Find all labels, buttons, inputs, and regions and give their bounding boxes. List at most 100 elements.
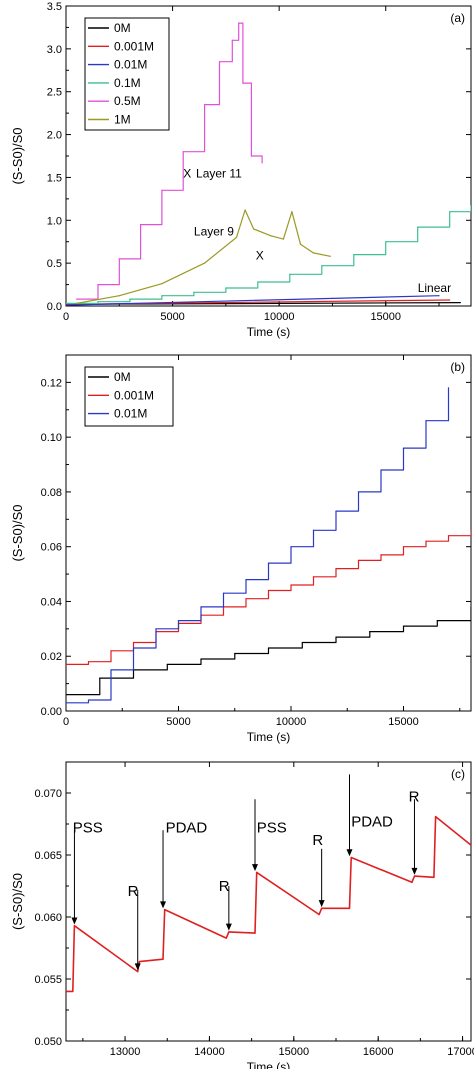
series-point: [110, 669, 112, 671]
series-point: [66, 663, 67, 666]
series-point: [357, 491, 360, 493]
series-point: [110, 650, 112, 652]
y-tick-label: 0.050: [34, 1036, 62, 1048]
annotation: PSS: [73, 820, 103, 837]
series-point: [267, 589, 270, 592]
series-point: [66, 702, 67, 704]
series-point: [353, 253, 355, 256]
series-point: [402, 625, 405, 627]
y-tick-label: 0.065: [34, 850, 62, 862]
series-point: [449, 299, 451, 301]
series-point: [138, 961, 141, 963]
annotation: PDAD: [166, 820, 208, 837]
annotation: R: [312, 832, 323, 849]
y-tick-label: 1.0: [47, 215, 62, 227]
y-tick-label: 0.055: [34, 974, 62, 986]
y-tick-label: 0.02: [41, 651, 62, 663]
annotation: PDAD: [351, 814, 393, 831]
x-tick-label: 15000: [370, 311, 401, 323]
annotation: X: [256, 249, 264, 263]
series-point: [369, 630, 371, 633]
y-tick-label: 0.10: [41, 432, 62, 444]
series-point: [129, 298, 131, 300]
legend: 0M 0.001M 0.01M 0.1M 0.5M 1M: [84, 17, 170, 131]
series-point: [76, 298, 78, 300]
series-point: [218, 61, 221, 63]
x-tick-label: 15000: [279, 1046, 310, 1058]
arrow-head: [411, 867, 418, 875]
series-point: [470, 844, 471, 846]
x-tick-label: 10000: [264, 311, 295, 323]
series-point: [118, 258, 120, 260]
series-point: [252, 228, 255, 230]
series-point: [203, 103, 206, 106]
series-point: [256, 871, 258, 873]
series-point: [132, 647, 135, 649]
series-point: [348, 907, 351, 909]
annotation: Linear: [418, 281, 451, 295]
series-point: [329, 255, 331, 257]
series-line-0.1M: [66, 205, 471, 304]
x-tick-label: 15000: [388, 716, 419, 728]
series-point: [228, 931, 230, 933]
series-point: [200, 606, 202, 608]
series-point: [321, 265, 323, 267]
series-point: [257, 281, 259, 283]
y-tick-label: 0.0: [47, 301, 62, 313]
arrow-head: [225, 923, 232, 931]
legend-label: 0.1M: [114, 76, 141, 90]
y-tick-label: 3.0: [47, 44, 62, 56]
plot-frame: [65, 761, 472, 1042]
y-tick-label: 3.5: [47, 1, 62, 13]
series-point: [76, 302, 78, 305]
y-tick-label: 0.06: [41, 542, 62, 554]
series-point: [433, 876, 435, 878]
series-line-0.01M: [66, 387, 450, 704]
series-point: [380, 469, 382, 471]
series-point: [436, 620, 438, 622]
series-point: [161, 189, 163, 191]
annotation: R: [128, 883, 139, 900]
series-point: [242, 82, 244, 84]
series-point: [470, 205, 471, 207]
panel-label: (b): [450, 360, 465, 374]
series-point: [291, 211, 293, 213]
series-point: [312, 576, 315, 578]
series-group: [66, 387, 471, 704]
series-point: [312, 529, 315, 531]
series-point: [318, 913, 320, 916]
series-point: [244, 209, 246, 211]
y-tick-label: 0.070: [34, 788, 62, 800]
panel-label: (c): [451, 767, 465, 781]
series-point: [66, 693, 67, 696]
x-axis-label: Time (s): [247, 730, 291, 744]
series-line-0.001M: [66, 530, 471, 665]
series-point: [155, 628, 157, 630]
series-point: [161, 295, 163, 297]
annotation: X: [183, 166, 191, 180]
series-point: [238, 22, 240, 24]
y-tick-label: 2.5: [47, 87, 62, 99]
series-point: [97, 301, 99, 303]
series-point: [413, 875, 416, 877]
y-tick-label: 0.04: [41, 596, 62, 608]
series-point: [459, 301, 461, 304]
series-point: [261, 162, 263, 164]
y-tick-label: 0.060: [34, 912, 62, 924]
legend-label: 1M: [114, 113, 131, 127]
x-tick-label: 10000: [276, 716, 307, 728]
annotation: Layer 11: [196, 166, 242, 180]
x-tick-label: 0: [63, 311, 69, 323]
series-point: [335, 636, 337, 638]
chart-panel-2: 0 5000 10000 15000 0.00 0.02 0.04 0.06 0.08 0.10 0…: [10, 354, 472, 744]
series-point: [321, 907, 323, 909]
legend-label: 0.001M: [114, 388, 154, 402]
series-point: [447, 387, 450, 389]
legend-label: 0M: [114, 21, 131, 35]
series-point: [222, 592, 225, 594]
y-tick-label: 1.5: [47, 172, 62, 184]
series-point: [200, 658, 202, 660]
series-point: [449, 211, 451, 213]
series-point: [225, 937, 227, 939]
